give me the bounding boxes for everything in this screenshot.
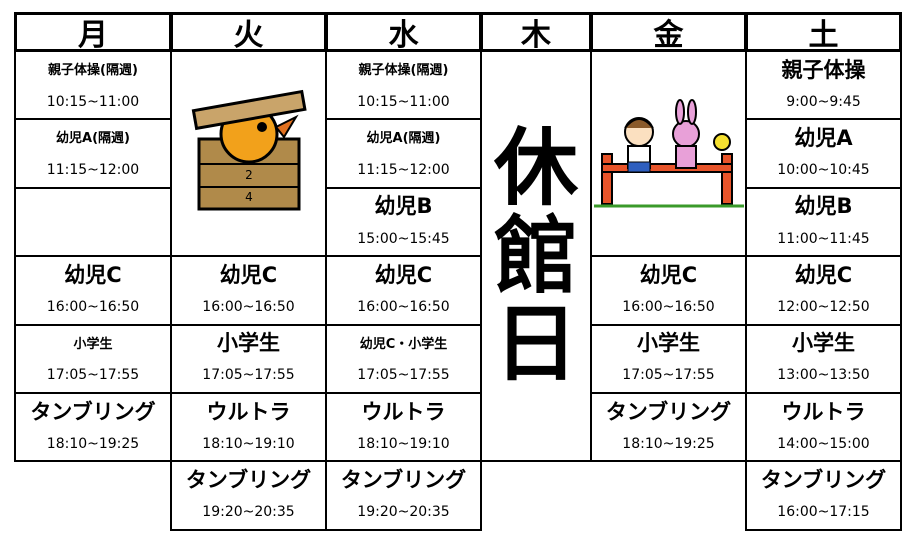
class-time: 10:15~11:00 [46,93,140,110]
class-slot: 幼児C 16:00~16:50 [325,255,482,326]
class-slot: ウルトラ 18:10~19:10 [325,392,482,463]
class-name: 幼児B [794,194,853,219]
class-slot: 幼児A 10:00~10:45 [745,118,902,189]
class-name: タンブリング [185,467,312,492]
class-name: 親子体操(隔週) [358,63,449,79]
class-name: ウルトラ [781,399,866,424]
empty-cell [14,186,172,258]
class-name: 小学生 [792,331,855,356]
class-name: ウルトラ [361,399,446,424]
class-slot: ウルトラ 14:00~15:00 [745,392,902,463]
class-time: 10:00~10:45 [777,162,870,179]
illustration-kids-bench [593,98,744,208]
class-slot: タンブリング 18:10~19:25 [14,392,172,463]
class-slot: 幼児C 12:00~12:50 [745,255,902,326]
svg-text:4: 4 [245,190,253,204]
class-name: 幼児C [64,262,122,287]
class-time: 11:15~12:00 [357,162,450,179]
class-slot: 小学生 17:05~17:55 [14,323,172,394]
class-slot: 親子体操 9:00~9:45 [745,50,902,121]
class-name: タンブリング [605,399,732,424]
class-name: ウルトラ [206,399,291,424]
closed-notice: 休館日 [480,50,592,463]
class-slot: 幼児C 16:00~16:50 [170,255,327,326]
class-name: 幼児C [794,262,853,287]
class-time: 16:00~17:15 [777,504,870,521]
class-time: 16:00~16:50 [357,298,450,315]
class-slot: 幼児C 16:00~16:50 [14,255,172,326]
class-time: 9:00~9:45 [786,93,861,110]
class-time: 18:10~19:10 [202,435,295,452]
class-slot: ウルトラ 18:10~19:10 [170,392,327,463]
class-slot: タンブリング 18:10~19:25 [590,392,747,463]
class-slot: 親子体操(隔週) 10:15~11:00 [14,50,172,121]
class-time: 18:10~19:25 [46,435,140,452]
picture-cell: 2 4 [170,50,327,258]
class-time: 18:10~19:10 [357,435,450,452]
class-name: 幼児A(隔週) [56,131,130,147]
class-slot: 小学生 17:05~17:55 [170,323,327,394]
illustration-box-bird: 2 4 [191,89,307,211]
class-slot: 幼児A(隔週) 11:15~12:00 [325,118,482,189]
picture-cell [590,50,747,258]
class-name: 幼児A [794,125,853,150]
day-header: 木 [480,12,592,53]
class-slot: 幼児C・小学生 17:05~17:55 [325,323,482,394]
class-time: 15:00~15:45 [357,230,450,247]
class-name: タンブリング [30,399,156,424]
class-name: 小学生 [217,331,280,356]
day-header: 火 [170,12,327,53]
class-time: 17:05~17:55 [46,367,140,384]
class-name: 親子体操 [781,57,866,82]
class-time: 16:00~16:50 [622,298,715,315]
class-time: 11:15~12:00 [46,162,140,179]
class-slot: 幼児A(隔週) 11:15~12:00 [14,118,172,189]
class-time: 16:00~16:50 [46,298,140,315]
class-name: 幼児C [374,262,433,287]
class-slot: タンブリング 19:20~20:35 [325,460,482,531]
class-name: 幼児C [639,262,698,287]
class-name: 小学生 [73,336,113,352]
svg-text:2: 2 [245,168,253,182]
class-slot: 幼児B 11:00~11:45 [745,186,902,258]
class-slot: 小学生 13:00~13:50 [745,323,902,394]
day-header: 金 [590,12,747,53]
class-name: 小学生 [637,331,700,356]
day-header: 月 [14,12,172,53]
class-name: タンブリング [760,467,887,492]
class-name: 幼児B [374,194,433,219]
class-time: 17:05~17:55 [622,367,715,384]
class-name: 幼児C・小学生 [359,336,448,352]
class-slot: 親子体操(隔週) 10:15~11:00 [325,50,482,121]
class-slot: 小学生 17:05~17:55 [590,323,747,394]
class-name: 幼児C [219,262,278,287]
class-name: タンブリング [340,467,467,492]
class-time: 19:20~20:35 [357,504,450,521]
class-time: 16:00~16:50 [202,298,295,315]
day-header: 水 [325,12,482,53]
class-time: 11:00~11:45 [777,230,870,247]
class-time: 10:15~11:00 [357,93,450,110]
class-time: 17:05~17:55 [357,367,450,384]
class-time: 12:00~12:50 [777,298,870,315]
class-slot: タンブリング 16:00~17:15 [745,460,902,531]
class-time: 13:00~13:50 [777,367,870,384]
class-name: 幼児A(隔週) [366,131,441,147]
class-slot: 幼児B 15:00~15:45 [325,186,482,258]
class-name: 親子体操(隔週) [48,63,138,79]
class-time: 14:00~15:00 [777,435,870,452]
class-time: 18:10~19:25 [622,435,715,452]
class-slot: 幼児C 16:00~16:50 [590,255,747,326]
class-time: 17:05~17:55 [202,367,295,384]
class-time: 19:20~20:35 [202,504,295,521]
class-slot: タンブリング 19:20~20:35 [170,460,327,531]
day-header: 土 [745,12,902,53]
